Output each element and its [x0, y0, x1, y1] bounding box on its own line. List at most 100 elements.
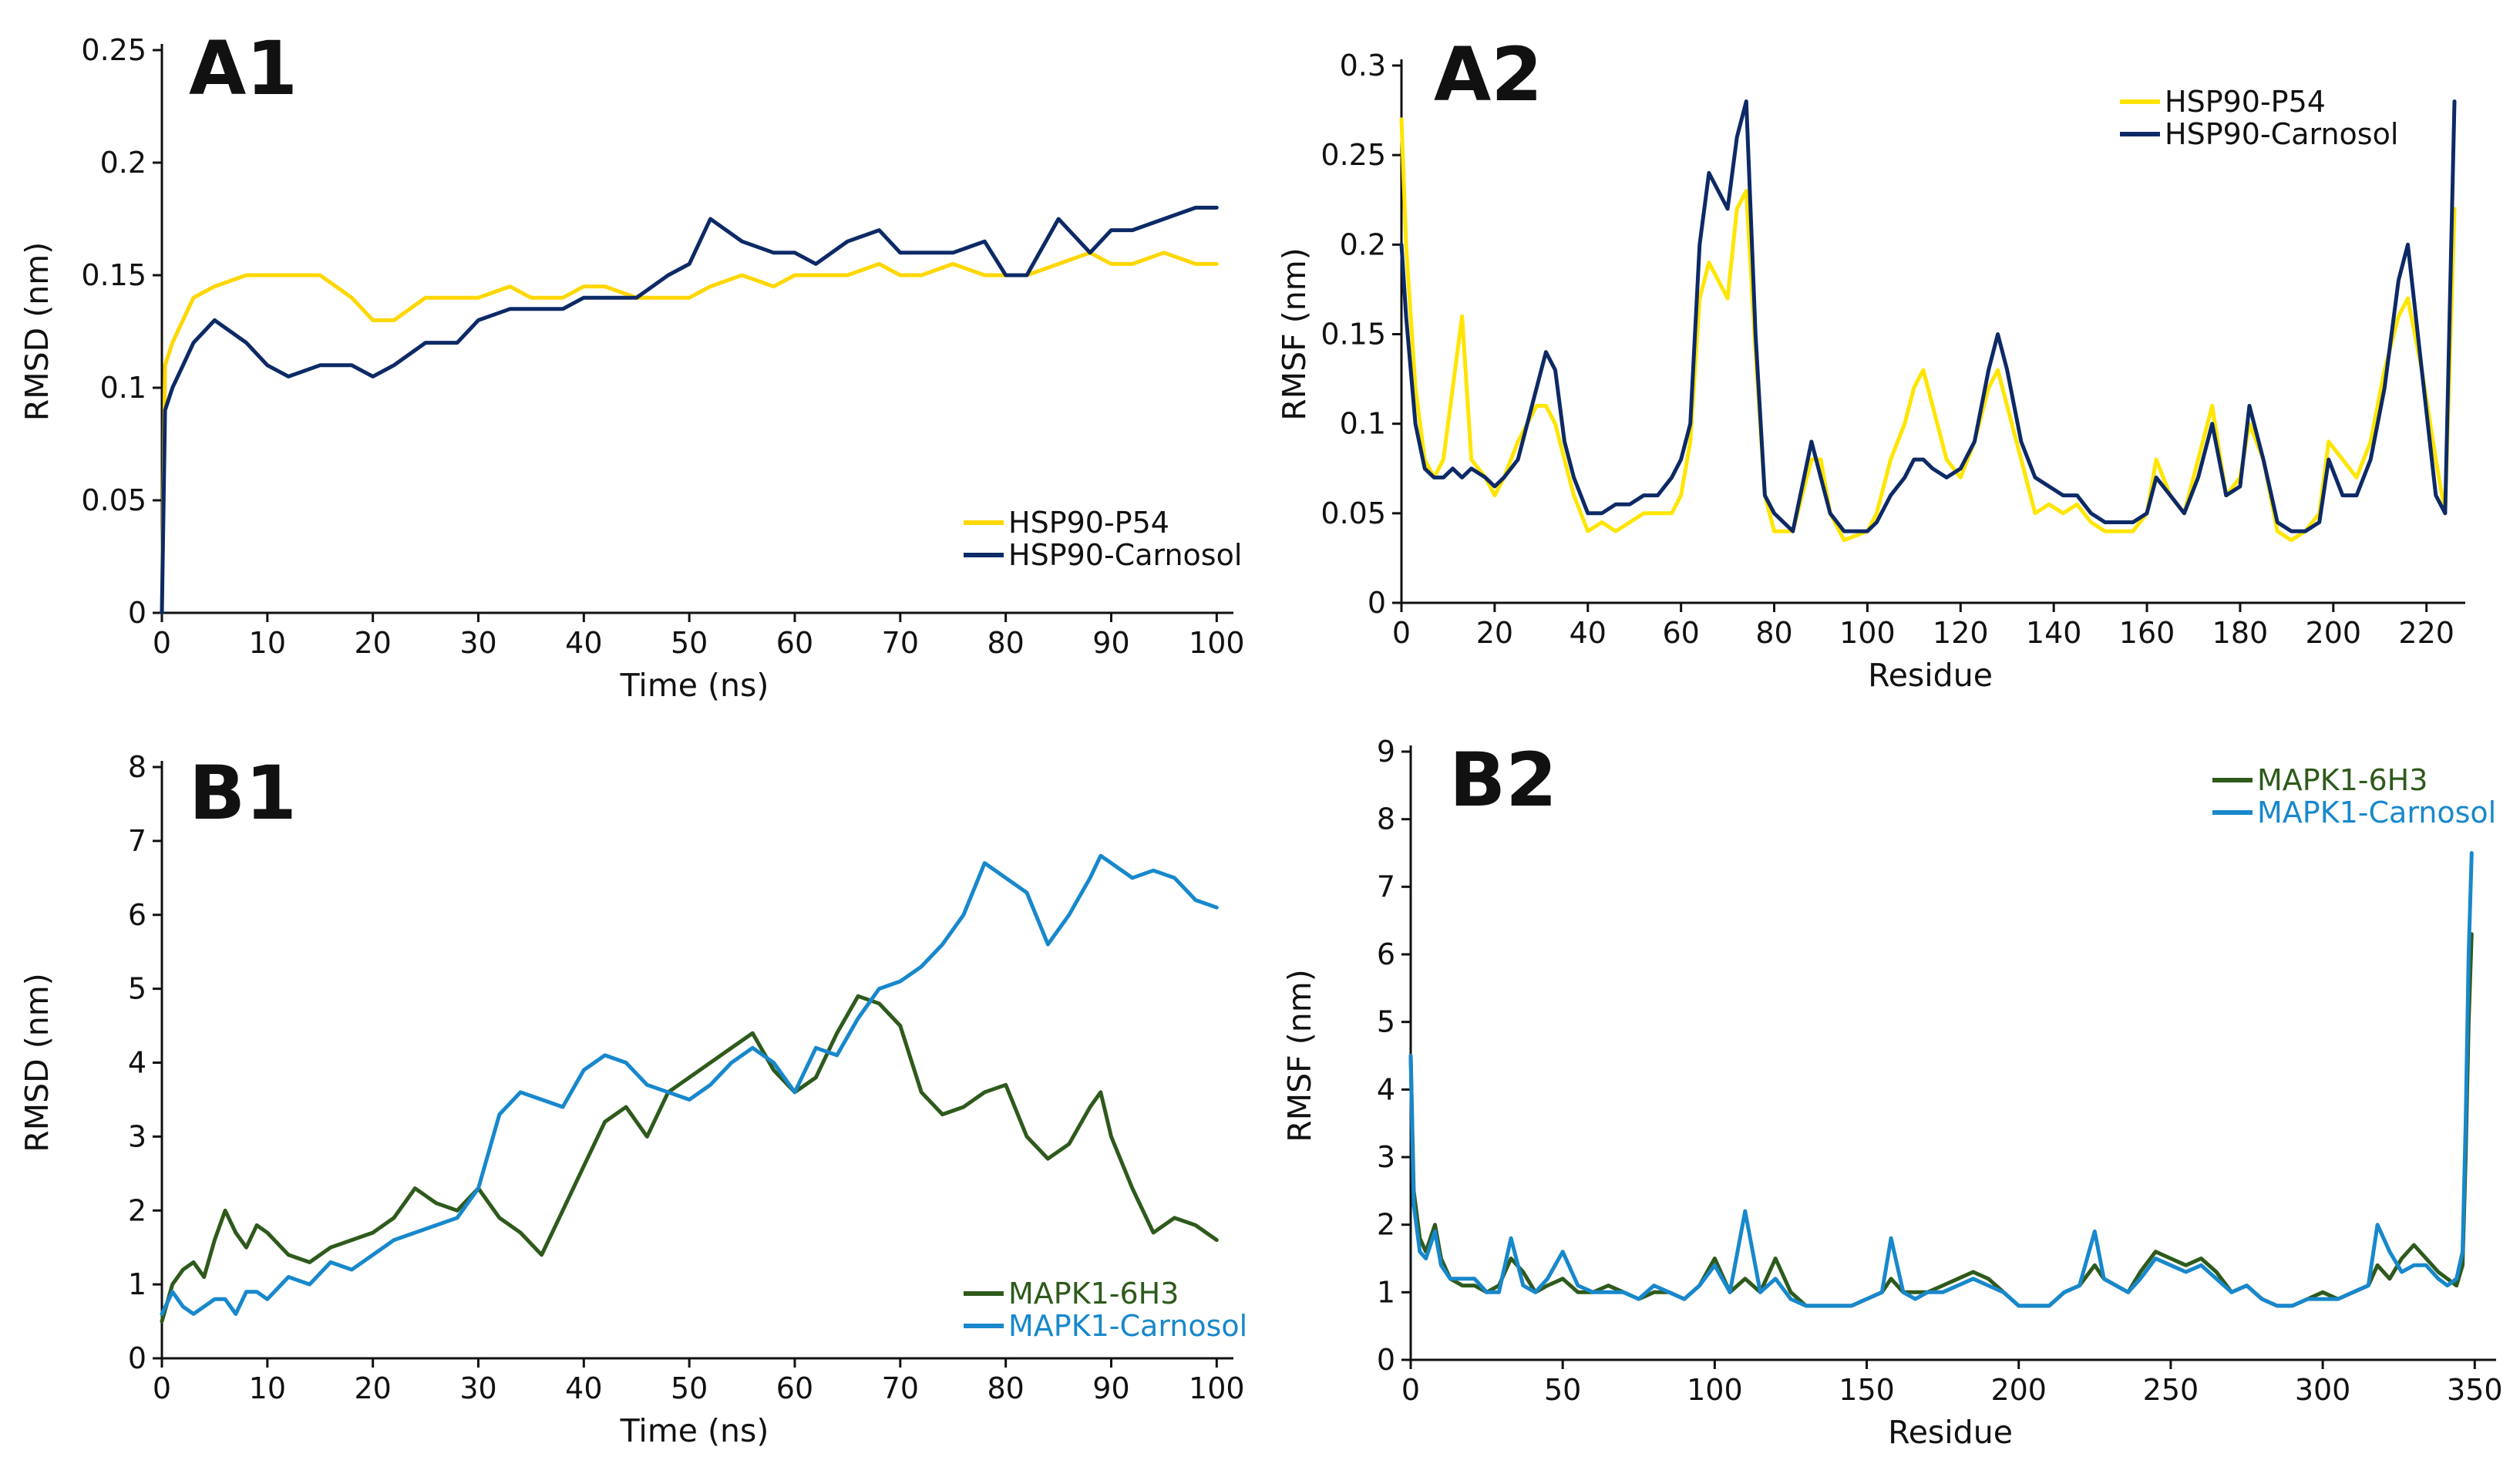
- x-axis-label: Time (ns): [620, 1412, 769, 1449]
- y-tick-label: 6: [1377, 937, 1395, 971]
- series-line-mapk1-carnosol: [1408, 851, 2474, 1308]
- legend-label: MAPK1-6H3: [1008, 1277, 1179, 1311]
- panel-label: B1: [189, 750, 297, 836]
- x-tick-label: 30: [459, 1371, 496, 1405]
- x-tick-label: 100: [1839, 616, 1896, 650]
- x-tick-label: 50: [671, 1371, 708, 1405]
- y-tick-label: 0.25: [1321, 138, 1386, 172]
- y-tick-label: 0: [128, 1341, 146, 1375]
- x-tick-label: 120: [1933, 616, 1989, 650]
- x-tick-label: 40: [1570, 616, 1607, 650]
- y-axis-label: RMSF (nm): [1276, 247, 1313, 420]
- x-tick-label: 20: [1476, 616, 1513, 650]
- x-tick-label: 70: [882, 626, 919, 660]
- x-tick-label: 300: [2295, 1373, 2351, 1407]
- legend-label: MAPK1-6H3: [2257, 763, 2427, 797]
- y-tick-label: 0.1: [1340, 407, 1386, 441]
- x-tick-label: 10: [249, 1371, 286, 1405]
- y-tick-label: 8: [128, 750, 146, 784]
- x-tick-label: 80: [987, 626, 1024, 660]
- x-tick-label: 30: [459, 626, 496, 660]
- x-tick-label: 200: [2306, 616, 2362, 650]
- x-tick-label: 50: [671, 626, 708, 660]
- legend-label: HSP90-Carnosol: [1008, 538, 1242, 572]
- y-tick-label: 0.25: [81, 33, 146, 67]
- panel-label: A2: [1434, 32, 1543, 118]
- y-axis-label: RMSF (nm): [1281, 969, 1318, 1142]
- y-tick-label: 0.2: [1340, 227, 1386, 261]
- y-tick-label: 6: [128, 898, 146, 932]
- y-tick-label: 0.15: [81, 258, 146, 292]
- y-axis-label: RMSD (nm): [19, 973, 56, 1152]
- chart-b2: 0 50 100 150 200 250 300 350 0 1 2 3 4 5 6 7 8 9 Residue RM…: [1281, 735, 2503, 1451]
- x-tick-label: 80: [987, 1371, 1024, 1405]
- x-axis-label: Residue: [1868, 657, 1993, 694]
- x-tick-label: 0: [1401, 1373, 1420, 1407]
- panel-label: B2: [1449, 737, 1557, 823]
- x-tick-label: 50: [1544, 1373, 1581, 1407]
- series-line-mapk1-6h3: [1408, 932, 2474, 1308]
- x-tick-label: 0: [153, 626, 171, 660]
- y-axis-label: RMSD (nm): [19, 242, 56, 421]
- x-tick-label: 140: [2026, 616, 2082, 650]
- x-tick-label: 180: [2212, 616, 2269, 650]
- y-tick-label: 0.15: [1321, 318, 1386, 352]
- x-tick-label: 350: [2447, 1373, 2503, 1407]
- x-tick-label: 0: [153, 1371, 171, 1405]
- x-axis-label: Residue: [1888, 1414, 2013, 1451]
- x-tick-label: 60: [776, 1371, 813, 1405]
- series-line-hsp90-carnosol: [160, 205, 1219, 615]
- chart-a2: 0 20 40 60 80 100 120 140 160 180 200 220 0 0.05 0.1 0.…: [1276, 32, 2465, 694]
- x-tick-label: 160: [2119, 616, 2175, 650]
- legend-label: HSP90-Carnosol: [2165, 117, 2398, 151]
- y-tick-label: 0.05: [1321, 496, 1386, 530]
- panel-label: A1: [189, 25, 298, 112]
- series-line-hsp90-p54: [1399, 117, 2457, 543]
- y-tick-label: 1: [1377, 1275, 1395, 1309]
- y-tick-label: 0.3: [1340, 49, 1386, 82]
- y-tick-label: 0.2: [100, 146, 146, 180]
- y-tick-label: 2: [128, 1193, 146, 1227]
- y-tick-label: 2: [1377, 1208, 1395, 1242]
- legend-label: MAPK1-Carnosol: [1008, 1309, 1247, 1343]
- y-tick-label: 4: [128, 1046, 146, 1080]
- x-tick-label: 70: [882, 1371, 919, 1405]
- x-tick-label: 40: [565, 1371, 602, 1405]
- x-tick-label: 80: [1755, 616, 1792, 650]
- y-tick-label: 7: [1377, 870, 1395, 903]
- y-tick-label: 0: [1377, 1343, 1395, 1377]
- x-tick-label: 200: [1990, 1373, 2047, 1407]
- legend-label: MAPK1-Carnosol: [2257, 796, 2496, 829]
- chart-a1: 0 10 20 30 40 50 60 70 80 90 100 0 0.05 0.1 0.15 0.2 0.2…: [19, 25, 1245, 704]
- chart-b1: 0 10 20 30 40 50 60 70 80 90 100 0 1 2 3 4 5 6 7 8 Time (ns)…: [19, 750, 1247, 1449]
- y-tick-label: 5: [1377, 1005, 1395, 1039]
- x-axis-label: Time (ns): [620, 667, 769, 704]
- x-tick-label: 20: [354, 1371, 391, 1405]
- y-tick-label: 3: [128, 1119, 146, 1153]
- y-tick-label: 1: [128, 1267, 146, 1301]
- x-tick-label: 10: [249, 626, 286, 660]
- series-line-hsp90-carnosol: [1399, 99, 2457, 533]
- y-tick-label: 9: [1377, 735, 1395, 769]
- x-tick-label: 90: [1092, 626, 1129, 660]
- y-tick-label: 8: [1377, 802, 1395, 836]
- x-tick-label: 220: [2398, 616, 2454, 650]
- x-tick-label: 90: [1092, 1371, 1129, 1405]
- x-tick-label: 60: [1662, 616, 1699, 650]
- y-tick-label: 5: [128, 972, 146, 1006]
- y-tick-label: 7: [128, 824, 146, 858]
- x-tick-label: 100: [1687, 1373, 1743, 1407]
- legend-label: HSP90-P54: [2165, 85, 2326, 119]
- legend-label: HSP90-P54: [1008, 506, 1169, 540]
- series-line-mapk1-carnosol: [160, 853, 1219, 1316]
- x-tick-label: 20: [354, 626, 391, 660]
- x-tick-label: 150: [1839, 1373, 1895, 1407]
- y-tick-label: 0.05: [81, 483, 146, 517]
- y-tick-label: 0.1: [100, 371, 146, 405]
- x-tick-label: 100: [1189, 626, 1245, 660]
- x-tick-label: 0: [1392, 616, 1411, 650]
- y-tick-label: 3: [1377, 1140, 1395, 1174]
- x-tick-label: 100: [1189, 1371, 1245, 1405]
- y-tick-label: 0: [128, 596, 146, 630]
